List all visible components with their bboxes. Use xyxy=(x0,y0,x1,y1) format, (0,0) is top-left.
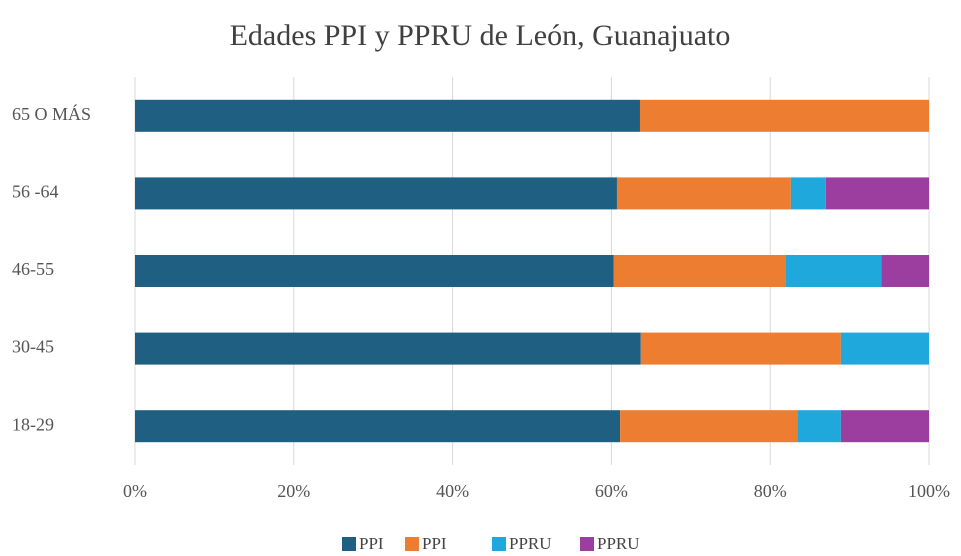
legend-swatch xyxy=(492,537,506,551)
legend-label: PPRU xyxy=(509,534,552,553)
bar-segment xyxy=(616,177,791,210)
y-tick-label: 30-45 xyxy=(12,337,54,357)
bar-segment xyxy=(639,99,929,132)
x-tick-label: 20% xyxy=(277,481,310,501)
bar-segment xyxy=(840,410,929,443)
y-tick-label: 18-29 xyxy=(12,414,54,434)
legend-label: PPRU xyxy=(597,534,640,553)
bar-segment xyxy=(790,177,826,210)
bar-segment xyxy=(785,255,882,287)
x-tick-label: 0% xyxy=(123,481,147,501)
legend-swatch xyxy=(405,537,419,551)
legend-label: PPI xyxy=(422,534,447,553)
x-tick-label: 60% xyxy=(595,481,628,501)
chart-title: Edades PPI y PPRU de León, Guanajuato xyxy=(230,19,731,52)
y-tick-label: 65 O MÁS xyxy=(12,103,91,124)
bar-segment xyxy=(135,177,617,210)
bar-segment xyxy=(135,99,640,132)
bar-segment xyxy=(613,255,786,287)
bar-segment xyxy=(840,332,929,365)
legend-label: PPI xyxy=(359,534,384,553)
bar-segment xyxy=(620,410,798,443)
x-tick-label: 100% xyxy=(908,481,950,501)
bar-segment xyxy=(825,177,929,210)
legend-swatch xyxy=(342,537,356,551)
x-tick-label: 40% xyxy=(436,481,469,501)
y-tick-label: 56 -64 xyxy=(12,182,59,202)
y-tick-label: 46-55 xyxy=(12,259,54,279)
bar-segment xyxy=(797,410,841,443)
legend-swatch xyxy=(580,537,594,551)
bar-segment xyxy=(135,410,621,443)
bar-segment xyxy=(135,255,614,287)
x-tick-label: 80% xyxy=(754,481,787,501)
bar-segment xyxy=(881,255,929,287)
bar-segment xyxy=(135,332,641,365)
bar-segment xyxy=(640,332,841,365)
